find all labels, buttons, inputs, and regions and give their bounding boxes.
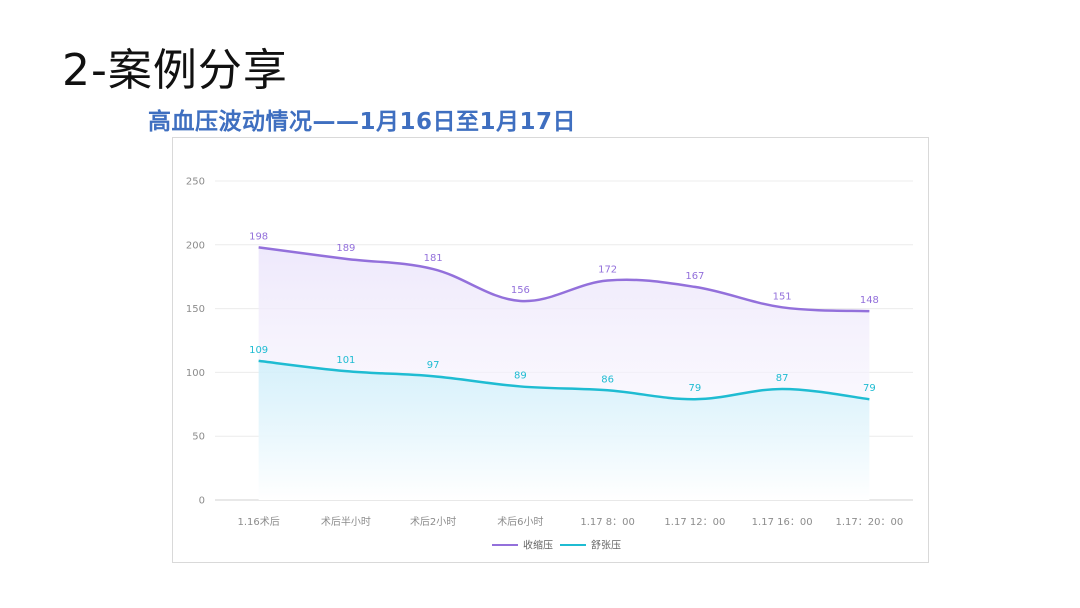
data-label: 156: [511, 285, 530, 296]
x-tick-label: 1.17：20：00: [836, 517, 904, 528]
y-tick-label: 50: [192, 432, 205, 443]
legend-label: 舒张压: [591, 539, 621, 552]
x-tick-label: 术后半小时: [321, 515, 371, 528]
chart-heading: 高血压波动情况——1月16日至1月17日: [148, 109, 577, 135]
x-tick-label: 1.16术后: [237, 516, 279, 528]
x-tick-label: 1.17 8：00: [580, 517, 635, 528]
data-label: 87: [776, 373, 789, 384]
data-label: 167: [685, 271, 704, 282]
data-label: 189: [336, 243, 355, 254]
legend-label: 收缩压: [523, 539, 553, 552]
x-tick-label: 术后6小时: [497, 516, 543, 528]
data-label: 79: [863, 383, 876, 394]
data-label: 101: [336, 355, 355, 366]
y-tick-label: 250: [186, 177, 205, 188]
y-tick-label: 100: [186, 368, 205, 379]
line-chart: 0 50 100 150 200 250 1.16术后 术后半小时 术后2小时 术后6小时 1.17…: [186, 177, 913, 552]
chart-frame: 0 50 100 150 200 250 1.16术后 术后半小时 术后2小时 术后6小时 1.17…: [172, 137, 929, 563]
series-line-1: [258, 246, 870, 313]
area-series-1: [258, 247, 870, 400]
data-label: 172: [598, 265, 617, 276]
data-label: 109: [249, 345, 268, 356]
series-line-2: [258, 359, 870, 401]
x-tick-label: 1.17 16：00: [752, 517, 813, 528]
y-tick-label: 200: [186, 240, 205, 251]
data-label: 79: [689, 383, 702, 394]
slide-title: 2-案例分享: [62, 45, 288, 96]
data-label: 148: [860, 295, 879, 306]
x-tick-label: 术后2小时: [410, 516, 456, 528]
data-label: 181: [424, 253, 443, 264]
data-label: 86: [601, 374, 614, 385]
data-label: 151: [773, 291, 792, 302]
data-label: 198: [249, 231, 268, 242]
area-series-2: [258, 360, 870, 500]
data-label: 97: [427, 360, 440, 371]
y-tick-label: 150: [186, 304, 205, 315]
data-label: 89: [514, 370, 527, 381]
y-tick-label: 0: [199, 496, 205, 507]
x-tick-label: 1.17 12：00: [664, 517, 725, 528]
